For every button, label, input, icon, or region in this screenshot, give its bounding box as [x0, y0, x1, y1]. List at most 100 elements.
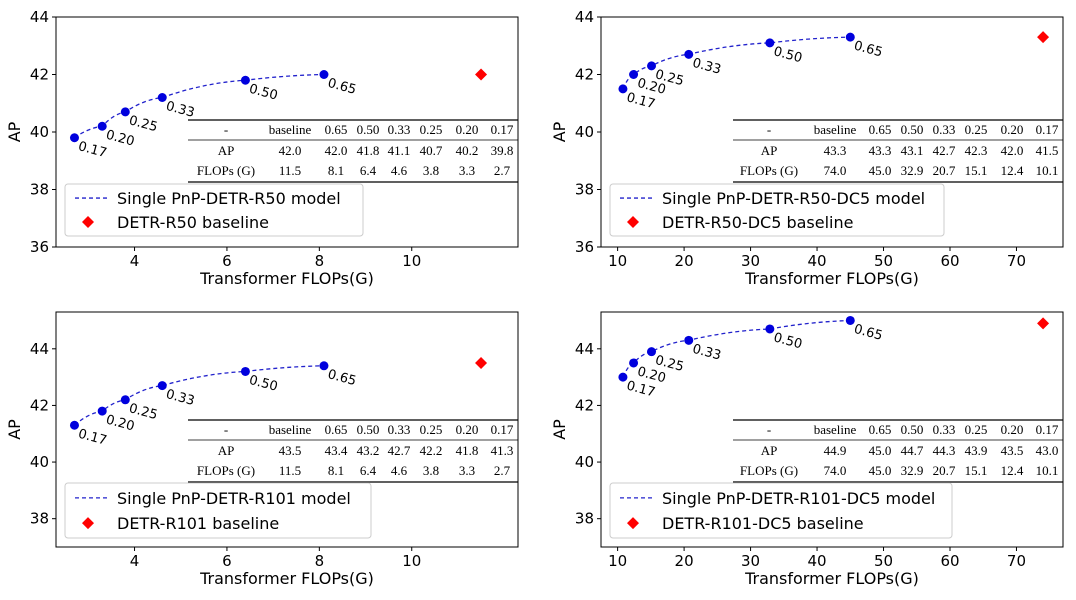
x-tick-label: 6	[222, 552, 232, 570]
table-header-cell: 0.50	[901, 422, 924, 437]
table-header-cell: 0.50	[357, 422, 380, 437]
table-ap-cell: 42.0	[1001, 143, 1024, 158]
table-header-cell: 0.20	[1001, 122, 1024, 137]
table-header-cell: baseline	[814, 422, 857, 437]
chart-panel-1: 4 6 8 10 36 38 40 42 44 Transformer FLOPs(G) AP - ba…	[5, 8, 519, 288]
legend-box	[64, 183, 364, 237]
x-tick-label: 30	[741, 552, 760, 570]
table-ap-cell: 41.3	[491, 443, 514, 458]
table-flops-cell: 3.3	[459, 163, 475, 178]
table-header-cell: 0.65	[869, 122, 892, 137]
x-tick-label: 60	[940, 252, 959, 270]
x-axis-label: Transformer FLOPs(G)	[744, 269, 919, 288]
table-header-cell: 0.17	[1036, 122, 1059, 137]
legend-series-label: Single PnP-DETR-R50 model	[117, 189, 341, 208]
table-flops-cell: 10.1	[1036, 463, 1059, 478]
x-axis-label: Transformer FLOPs(G)	[199, 569, 374, 588]
legend-series-label: Single PnP-DETR-R101 model	[117, 489, 351, 508]
y-axis-label: AP	[5, 121, 24, 142]
table-flops-cell: 12.4	[1001, 463, 1024, 478]
data-point	[240, 366, 250, 376]
table-flops-cell: FLOPs (G)	[740, 163, 798, 178]
table-header-cell: -	[767, 422, 771, 437]
data-point	[618, 84, 628, 94]
legend-box	[609, 183, 945, 237]
table-ap-cell: 44.9	[824, 443, 847, 458]
table-ap-cell: 43.0	[1036, 443, 1059, 458]
legend: Single PnP-DETR-R101 model DETR-R101 base…	[64, 482, 372, 539]
table-header-cell: 0.25	[420, 122, 443, 137]
table-ap-cell: 43.5	[279, 443, 302, 458]
y-tick-label: 40	[575, 123, 594, 141]
data-point	[69, 133, 79, 143]
table-ap-cell: 45.0	[869, 443, 892, 458]
legend: Single PnP-DETR-R50-DC5 model DETR-R50-DC…	[609, 183, 945, 237]
x-tick-label: 70	[1007, 552, 1026, 570]
y-tick-label: 36	[575, 238, 594, 256]
baseline-marker	[1037, 317, 1050, 330]
table-header-cell: -	[224, 422, 228, 437]
point-label: 0.50	[772, 330, 804, 352]
y-axis-label: AP	[5, 419, 24, 440]
data-point	[684, 49, 694, 59]
point-label: 0.65	[852, 322, 884, 344]
table-header-cell: 0.65	[869, 422, 892, 437]
legend-baseline-label: DETR-R101-DC5 baseline	[662, 514, 864, 533]
data-point	[765, 324, 775, 334]
table-flops-cell: 74.0	[824, 163, 847, 178]
legend: Single PnP-DETR-R101-DC5 model DETR-R101-…	[609, 482, 953, 539]
y-tick-label: 42	[575, 396, 594, 414]
legend-baseline-swatch	[82, 215, 94, 228]
table-flops-cell: FLOPs (G)	[197, 463, 255, 478]
table-flops-cell: FLOPs (G)	[740, 463, 798, 478]
table-flops-cell: 12.4	[1001, 163, 1024, 178]
point-label: 0.20	[636, 364, 668, 386]
x-tick-label: 10	[402, 552, 421, 570]
chart-panel-2: 10 20 30 40 50 60 70 36 38 40 42 44 Transformer FLOP…	[550, 8, 1064, 288]
x-tick-label: 10	[402, 252, 421, 270]
x-tick-label: 50	[874, 552, 893, 570]
point-label: 0.65	[326, 76, 358, 98]
data-point	[120, 107, 130, 117]
x-tick-label: 10	[608, 552, 627, 570]
y-tick-label: 44	[30, 8, 49, 26]
data-point	[97, 406, 107, 416]
table-flops-cell: 3.8	[423, 163, 439, 178]
table-ap-cell: 43.3	[824, 143, 847, 158]
data-point	[69, 420, 79, 430]
table-header-cell: 0.17	[491, 122, 514, 137]
point-label: 0.50	[247, 373, 279, 395]
table-header-cell: 0.65	[325, 122, 348, 137]
table-header-cell: 0.50	[357, 122, 380, 137]
data-point	[684, 335, 694, 345]
legend-series-label: Single PnP-DETR-R101-DC5 model	[662, 489, 935, 508]
table-ap-cell: 41.1	[388, 143, 411, 158]
table-ap-cell: 44.3	[933, 443, 956, 458]
legend: Single PnP-DETR-R50 model DETR-R50 baseli…	[64, 183, 364, 237]
x-tick-label: 40	[807, 552, 826, 570]
table-flops-cell: 20.7	[933, 463, 956, 478]
table-flops-cell: 4.6	[391, 163, 408, 178]
point-label: 0.17	[625, 378, 657, 400]
data-point	[618, 372, 628, 382]
table-header-cell: 0.65	[325, 422, 348, 437]
legend-baseline-label: DETR-R101 baseline	[117, 514, 279, 533]
table-header-cell: 0.17	[491, 422, 514, 437]
y-tick-label: 40	[30, 123, 49, 141]
x-tick-label: 4	[130, 252, 140, 270]
y-tick-label: 38	[30, 181, 49, 199]
data-point	[647, 61, 657, 71]
legend-baseline-label: DETR-R50 baseline	[117, 213, 269, 232]
point-label: 0.17	[76, 427, 108, 449]
table-header-cell: 0.20	[456, 422, 479, 437]
baseline-marker	[475, 356, 488, 369]
point-label: 0.65	[852, 38, 884, 60]
point-label: 0.50	[772, 44, 804, 66]
data-point	[319, 70, 329, 79]
x-tick-label: 30	[741, 252, 760, 270]
point-label: 0.20	[104, 412, 136, 434]
data-point	[120, 395, 130, 405]
baseline-marker	[1037, 31, 1050, 44]
table-header-cell: 0.33	[933, 422, 956, 437]
